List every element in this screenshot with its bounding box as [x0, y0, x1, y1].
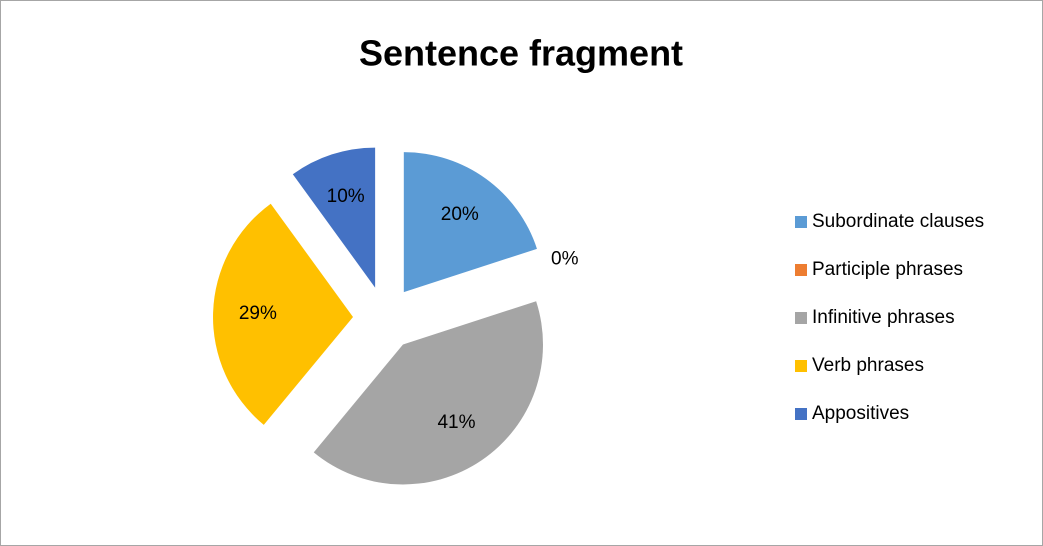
legend-swatch: [795, 264, 807, 276]
pie-slice: [313, 301, 543, 485]
pie-slice: [292, 147, 376, 288]
pie-slice: [403, 152, 537, 293]
legend-label: Participle phrases: [812, 259, 963, 280]
legend-swatch: [795, 216, 807, 228]
legend-label: Verb phrases: [812, 355, 924, 376]
legend-label: Infinitive phrases: [812, 307, 955, 328]
data-label: 29%: [239, 303, 277, 324]
legend-label: Subordinate clauses: [812, 211, 984, 232]
legend-swatch: [795, 408, 807, 420]
legend-swatch: [795, 312, 807, 324]
legend-label: Appositives: [812, 403, 909, 424]
data-label: 0%: [551, 249, 579, 270]
chart-title: Sentence fragment: [359, 33, 683, 74]
legend-swatch: [795, 360, 807, 372]
data-label: 41%: [437, 412, 475, 433]
data-label: 10%: [327, 186, 365, 207]
data-label: 20%: [441, 204, 479, 225]
pie-slice: [213, 203, 354, 425]
